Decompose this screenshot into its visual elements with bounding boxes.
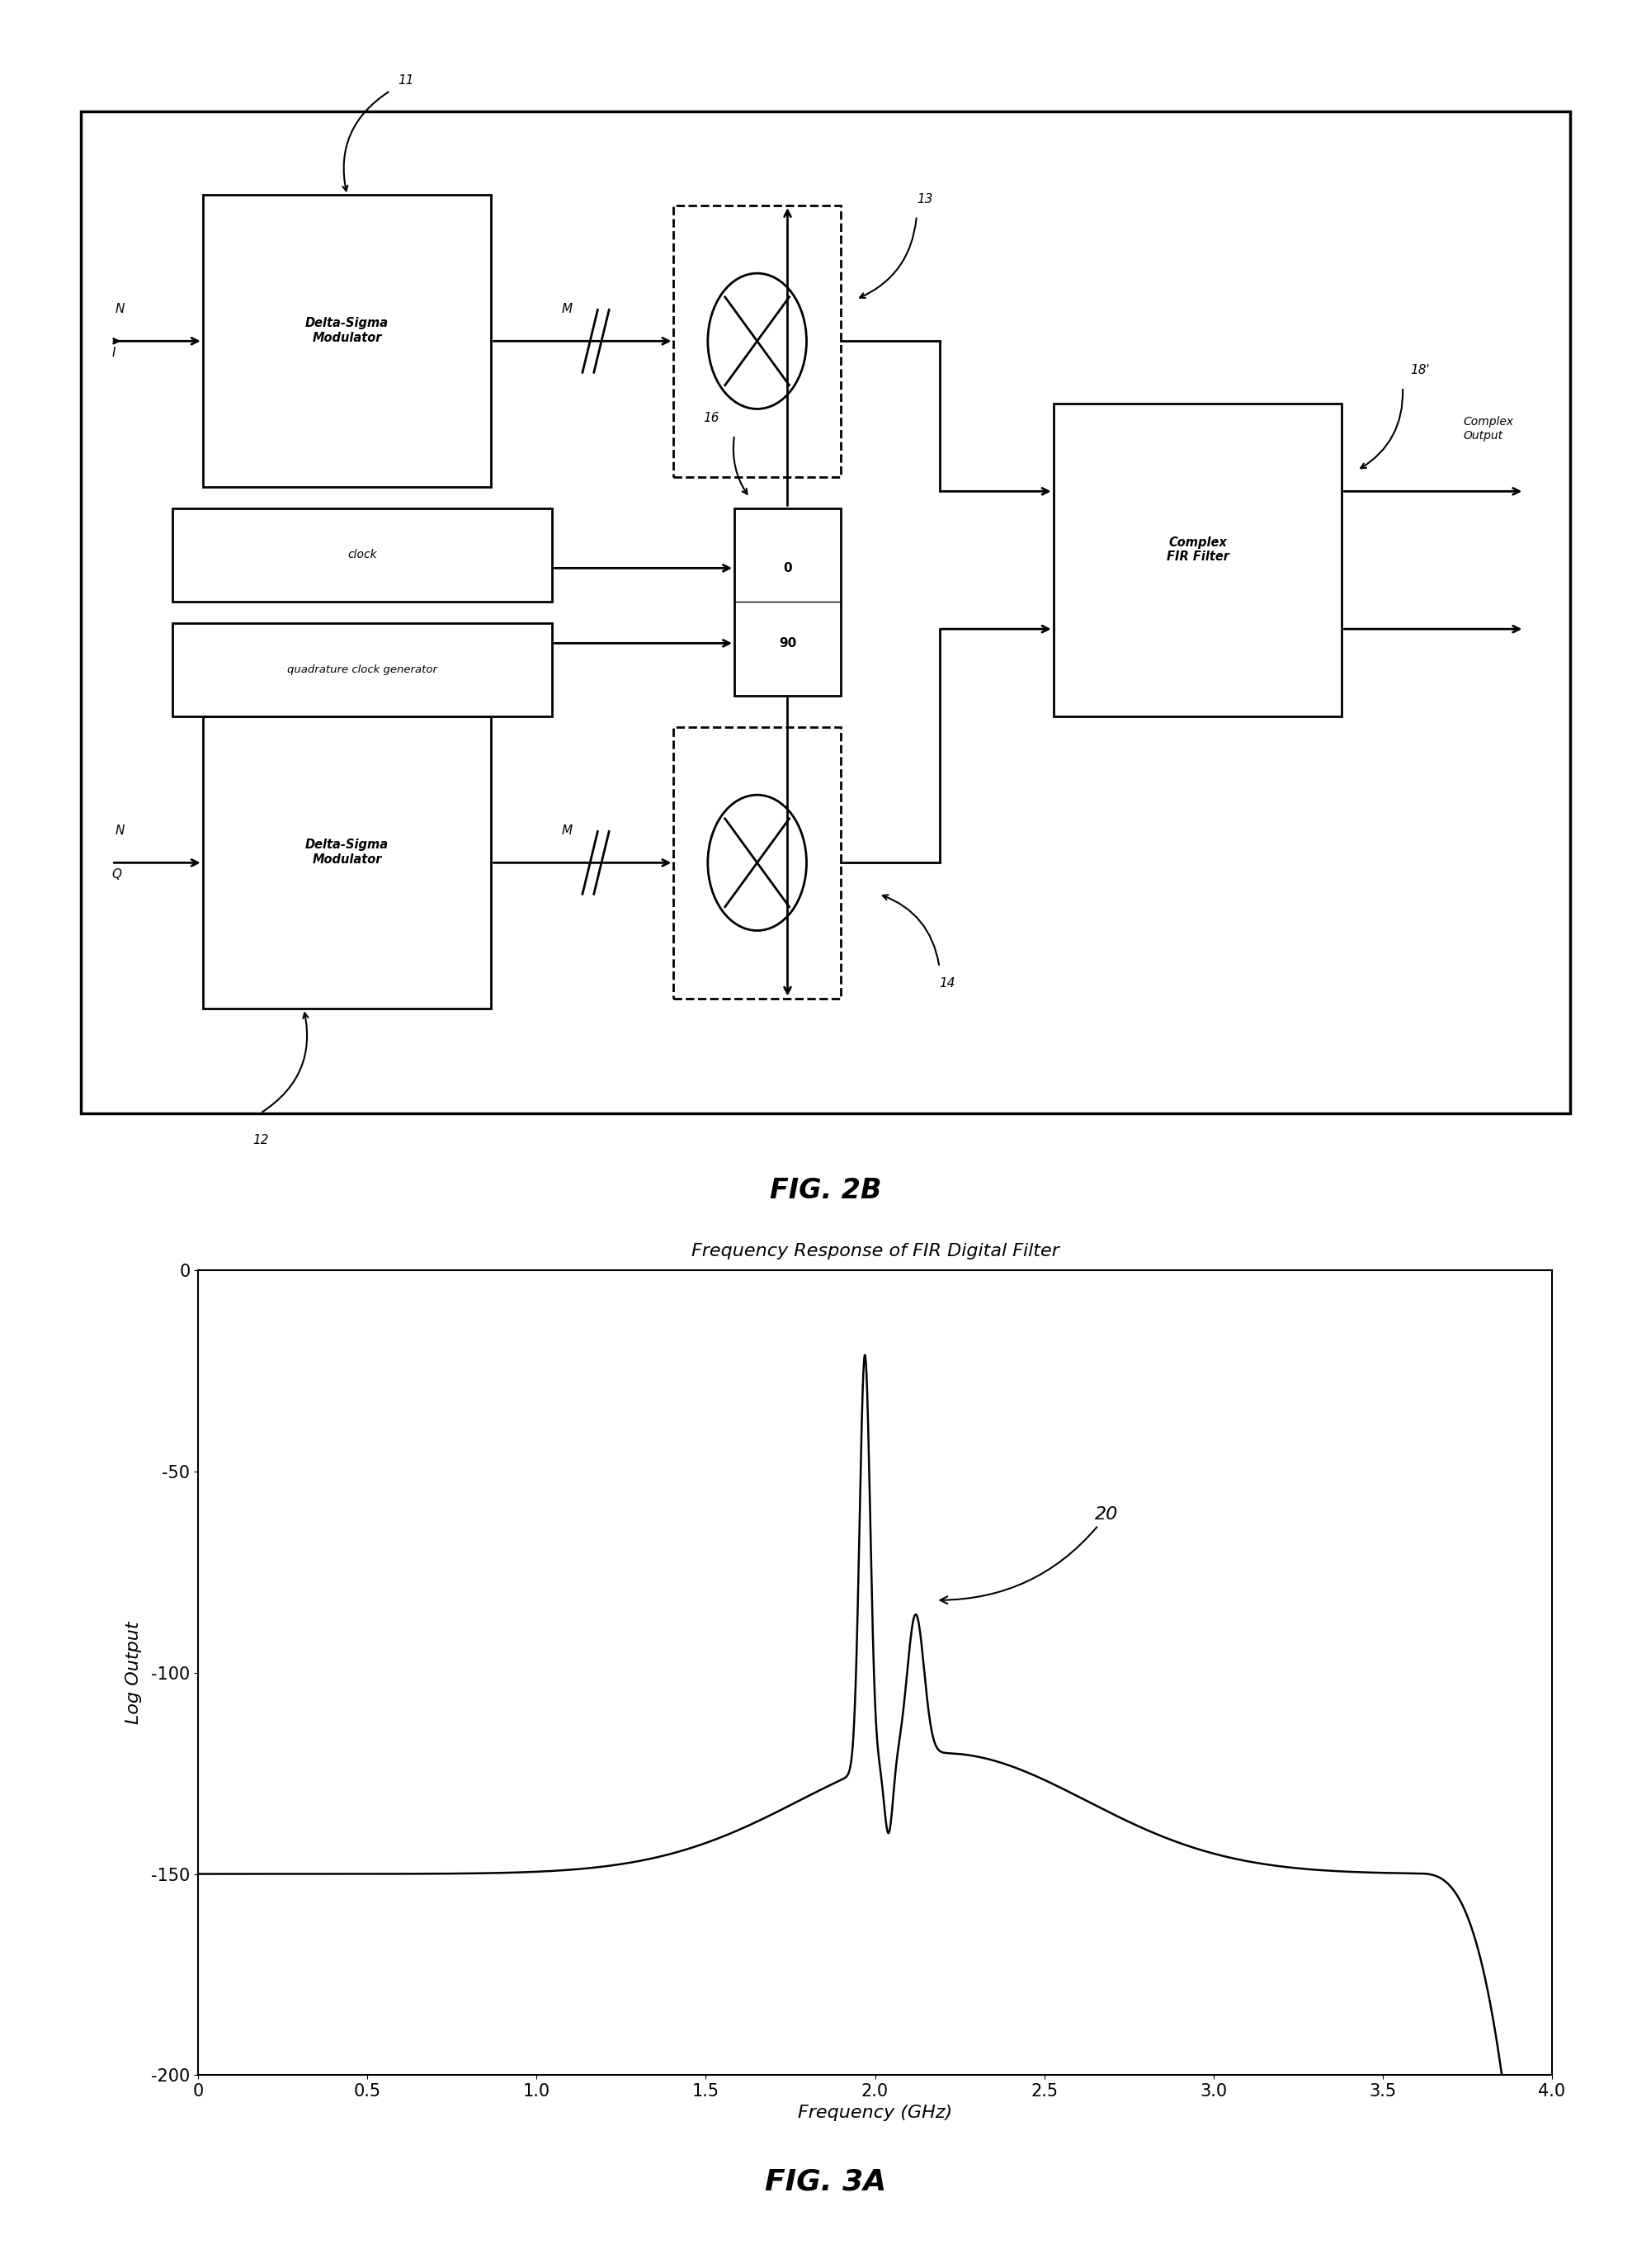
Bar (203, 717, 492, 1009)
X-axis label: Frequency (GHz): Frequency (GHz) (797, 2105, 953, 2121)
Bar (172, 508, 551, 601)
Text: Complex
FIR Filter: Complex FIR Filter (1166, 538, 1228, 562)
Text: N: N (116, 823, 125, 837)
Text: 0: 0 (783, 562, 792, 574)
Bar (1053, 404, 1342, 717)
Text: N: N (116, 302, 125, 315)
Text: Complex
Output: Complex Output (1463, 417, 1514, 442)
Text: Delta-Sigma
Modulator: Delta-Sigma Modulator (305, 318, 388, 345)
Bar (172, 624, 551, 717)
Bar (203, 195, 492, 488)
Bar (674, 728, 840, 998)
Text: 20: 20 (939, 1506, 1118, 1603)
Text: FIG. 3A: FIG. 3A (764, 2168, 887, 2195)
Y-axis label: Log Output: Log Output (125, 1622, 142, 1724)
Text: M: M (561, 823, 573, 837)
Text: 16: 16 (703, 413, 720, 424)
Text: Q: Q (112, 869, 122, 880)
Text: 90: 90 (779, 637, 796, 649)
Text: clock: clock (347, 549, 376, 560)
Text: 13: 13 (916, 193, 933, 206)
Text: 11: 11 (398, 75, 414, 86)
Text: 14: 14 (939, 978, 956, 989)
Text: Delta-Sigma
Modulator: Delta-Sigma Modulator (305, 839, 388, 866)
Text: 12: 12 (253, 1134, 269, 1145)
Bar (674, 206, 840, 476)
Text: FIG. 2B: FIG. 2B (769, 1177, 882, 1204)
Text: M: M (561, 302, 573, 315)
Title: Frequency Response of FIR Digital Filter: Frequency Response of FIR Digital Filter (692, 1243, 1058, 1259)
Bar (735, 508, 840, 696)
Circle shape (708, 274, 807, 408)
Text: quadrature clock generator: quadrature clock generator (287, 665, 438, 676)
Text: I: I (112, 347, 116, 358)
Text: 18': 18' (1410, 365, 1430, 376)
Circle shape (708, 794, 807, 930)
